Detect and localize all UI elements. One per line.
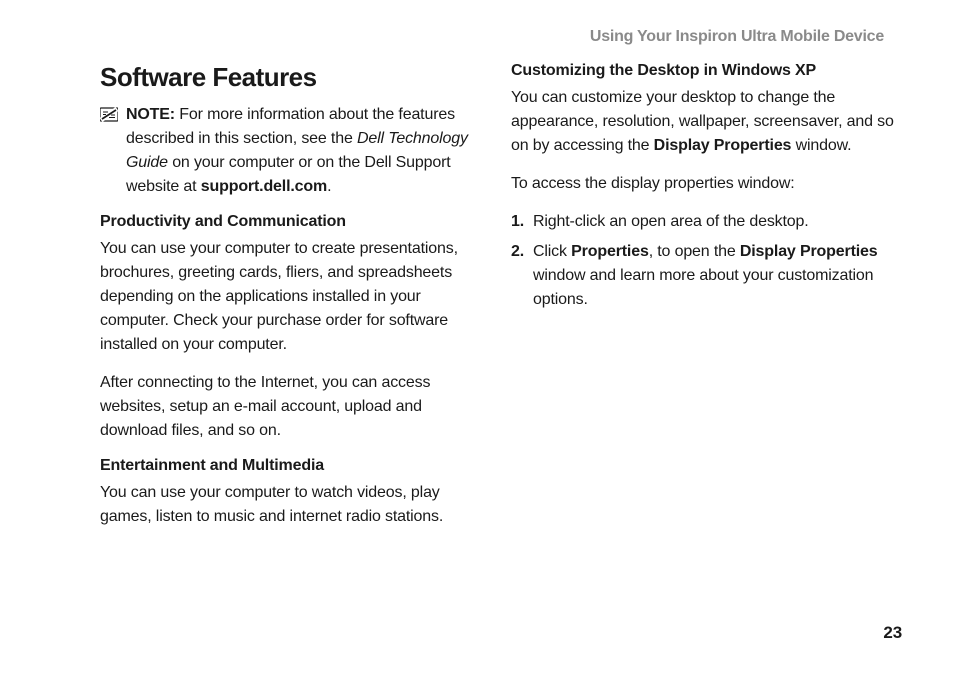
page-container: Using Your Inspiron Ultra Mobile Device … bbox=[0, 0, 954, 677]
note-period: . bbox=[327, 178, 331, 195]
section-productivity: Productivity and Communication You can u… bbox=[100, 213, 483, 443]
sub-heading-entertainment: Entertainment and Multimedia bbox=[100, 457, 483, 475]
intro-bold: Display Properties bbox=[654, 137, 792, 154]
sub-heading-productivity: Productivity and Communication bbox=[100, 213, 483, 231]
productivity-para-1: You can use your computer to create pres… bbox=[100, 237, 483, 357]
access-line: To access the display properties window: bbox=[511, 172, 894, 196]
main-heading: Software Features bbox=[100, 62, 483, 93]
running-header: Using Your Inspiron Ultra Mobile Device bbox=[100, 28, 894, 46]
customizing-intro: You can customize your desktop to change… bbox=[511, 86, 894, 158]
entertainment-para-1: You can use your computer to watch video… bbox=[100, 481, 483, 529]
left-column: Software Features NOTE: For more informa… bbox=[100, 62, 483, 543]
step-1: Right-click an open area of the desktop. bbox=[533, 210, 894, 234]
page-number: 23 bbox=[883, 623, 902, 643]
step-2-bold-1: Properties bbox=[571, 243, 649, 260]
steps-list: Right-click an open area of the desktop.… bbox=[511, 210, 894, 312]
step-2-post: window and learn more about your customi… bbox=[533, 267, 873, 308]
step-1-text: Right-click an open area of the desktop. bbox=[533, 213, 809, 230]
step-2-mid: , to open the bbox=[649, 243, 740, 260]
note-label: NOTE: bbox=[126, 106, 175, 123]
step-2: Click Properties, to open the Display Pr… bbox=[533, 240, 894, 312]
intro-post: window. bbox=[791, 137, 851, 154]
step-2-bold-2: Display Properties bbox=[740, 243, 878, 260]
note-text: NOTE: For more information about the fea… bbox=[126, 103, 483, 199]
content-columns: Software Features NOTE: For more informa… bbox=[100, 62, 894, 543]
note-block: NOTE: For more information about the fea… bbox=[100, 103, 483, 199]
sub-heading-customizing: Customizing the Desktop in Windows XP bbox=[511, 62, 894, 80]
note-bold-tail: support.dell.com bbox=[201, 178, 327, 195]
step-2-pre: Click bbox=[533, 243, 571, 260]
section-entertainment: Entertainment and Multimedia You can use… bbox=[100, 457, 483, 529]
note-icon bbox=[100, 107, 118, 122]
productivity-para-2: After connecting to the Internet, you ca… bbox=[100, 371, 483, 443]
right-column: Customizing the Desktop in Windows XP Yo… bbox=[511, 62, 894, 543]
